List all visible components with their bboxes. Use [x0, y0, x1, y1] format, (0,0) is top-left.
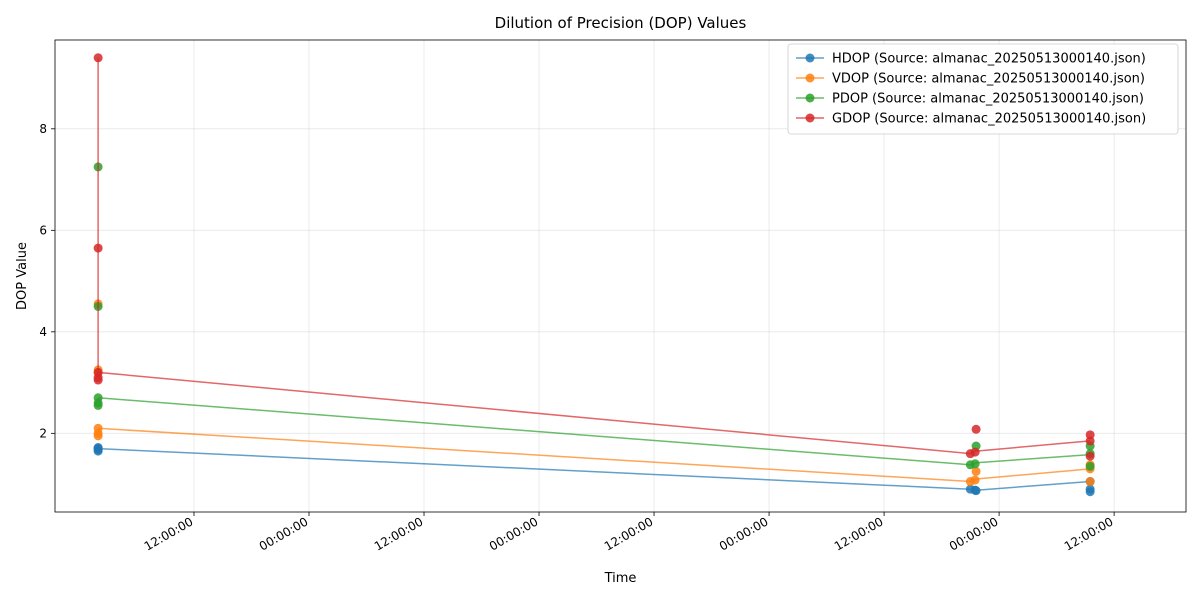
data-point — [970, 447, 980, 457]
data-point — [1085, 477, 1095, 487]
x-tick-label: 00:00:00 — [487, 514, 541, 553]
data-point — [971, 466, 981, 476]
legend-box — [787, 43, 1179, 135]
legend-swatch-marker — [805, 73, 815, 83]
data-point — [1085, 430, 1095, 440]
data-point — [1085, 461, 1095, 471]
series-line — [98, 447, 1091, 491]
series-1 — [93, 299, 1095, 487]
data-point — [93, 393, 103, 403]
x-tick-label: 12:00:00 — [372, 514, 426, 553]
y-axis-ticks: 2 4 6 8 — [39, 122, 55, 440]
series-line — [98, 397, 1091, 466]
data-point — [93, 243, 103, 253]
data-point — [93, 367, 103, 377]
legend-label: VDOP (Source: almanac_20250513000140.jso… — [832, 72, 1145, 87]
legend-swatch-marker — [805, 93, 815, 103]
series-3 — [93, 53, 1095, 461]
y-tick-label: 8 — [39, 122, 47, 136]
data-point — [1085, 451, 1095, 461]
chart-title: Dilution of Precision (DOP) Values — [495, 14, 747, 32]
x-axis-ticks: 12:00:00 00:00:00 12:00:00 00:00:00 12:00:00… — [142, 512, 1116, 554]
plot-frame — [54, 39, 1187, 513]
series-layer — [93, 53, 1095, 497]
data-point — [970, 459, 980, 469]
x-tick-label: 12:00:00 — [832, 514, 886, 553]
legend: HDOP (Source: almanac_20250513000140.jso… — [787, 43, 1179, 135]
x-tick-label: 12:00:00 — [142, 514, 196, 553]
legend-swatch-marker — [805, 53, 815, 63]
y-axis-title: DOP Value — [15, 242, 30, 310]
legend-label: PDOP (Source: almanac_20250513000140.jso… — [832, 92, 1144, 107]
x-tick-label: 00:00:00 — [947, 514, 1001, 553]
series-2 — [93, 162, 1095, 471]
x-tick-label: 12:00:00 — [602, 514, 656, 553]
x-tick-label: 12:00:00 — [1062, 514, 1116, 553]
data-point — [971, 486, 981, 496]
data-point — [93, 53, 103, 63]
y-tick-label: 4 — [39, 325, 47, 339]
data-point — [93, 443, 103, 453]
data-point — [93, 423, 103, 433]
data-point — [971, 424, 981, 434]
x-tick-label: 00:00:00 — [717, 514, 771, 553]
legend-label: HDOP (Source: almanac_20250513000140.jso… — [832, 52, 1146, 67]
x-tick-label: 00:00:00 — [257, 514, 311, 553]
legend-label: GDOP (Source: almanac_20250513000140.jso… — [832, 112, 1146, 127]
legend-swatch-marker — [805, 113, 815, 123]
data-point — [1085, 484, 1095, 494]
x-axis-title: Time — [604, 571, 637, 586]
y-tick-label: 6 — [39, 223, 47, 237]
data-point — [970, 475, 980, 485]
y-tick-label: 2 — [39, 426, 47, 440]
